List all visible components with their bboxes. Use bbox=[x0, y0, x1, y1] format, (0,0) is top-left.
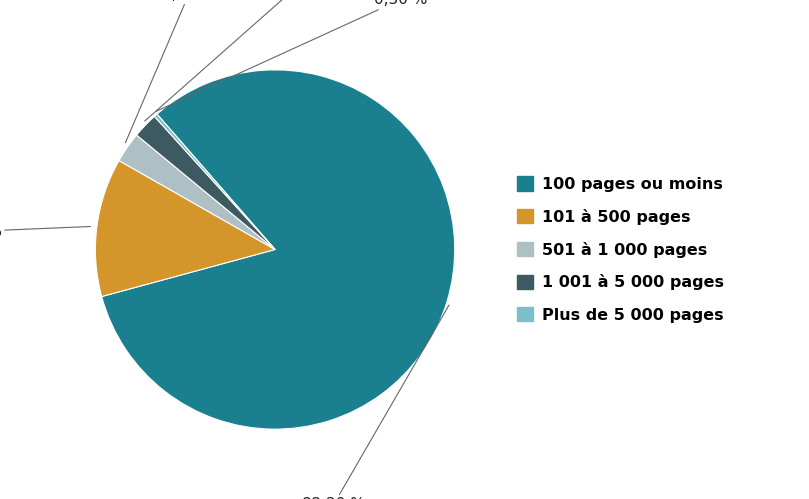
Legend: 100 pages ou moins, 101 à 500 pages, 501 à 1 000 pages, 1 001 à 5 000 pages, Plu: 100 pages ou moins, 101 à 500 pages, 501… bbox=[517, 176, 724, 323]
Wedge shape bbox=[137, 116, 275, 250]
Wedge shape bbox=[102, 70, 455, 429]
Wedge shape bbox=[155, 114, 275, 250]
Text: 82,20 %: 82,20 % bbox=[302, 305, 449, 499]
Wedge shape bbox=[119, 135, 275, 250]
Text: 12,46 %: 12,46 % bbox=[0, 224, 91, 239]
Text: 0,30 %: 0,30 % bbox=[156, 0, 427, 111]
Text: 2,75 %: 2,75 % bbox=[125, 0, 215, 143]
Wedge shape bbox=[95, 161, 275, 296]
Text: 2,29 %: 2,29 % bbox=[145, 0, 324, 121]
